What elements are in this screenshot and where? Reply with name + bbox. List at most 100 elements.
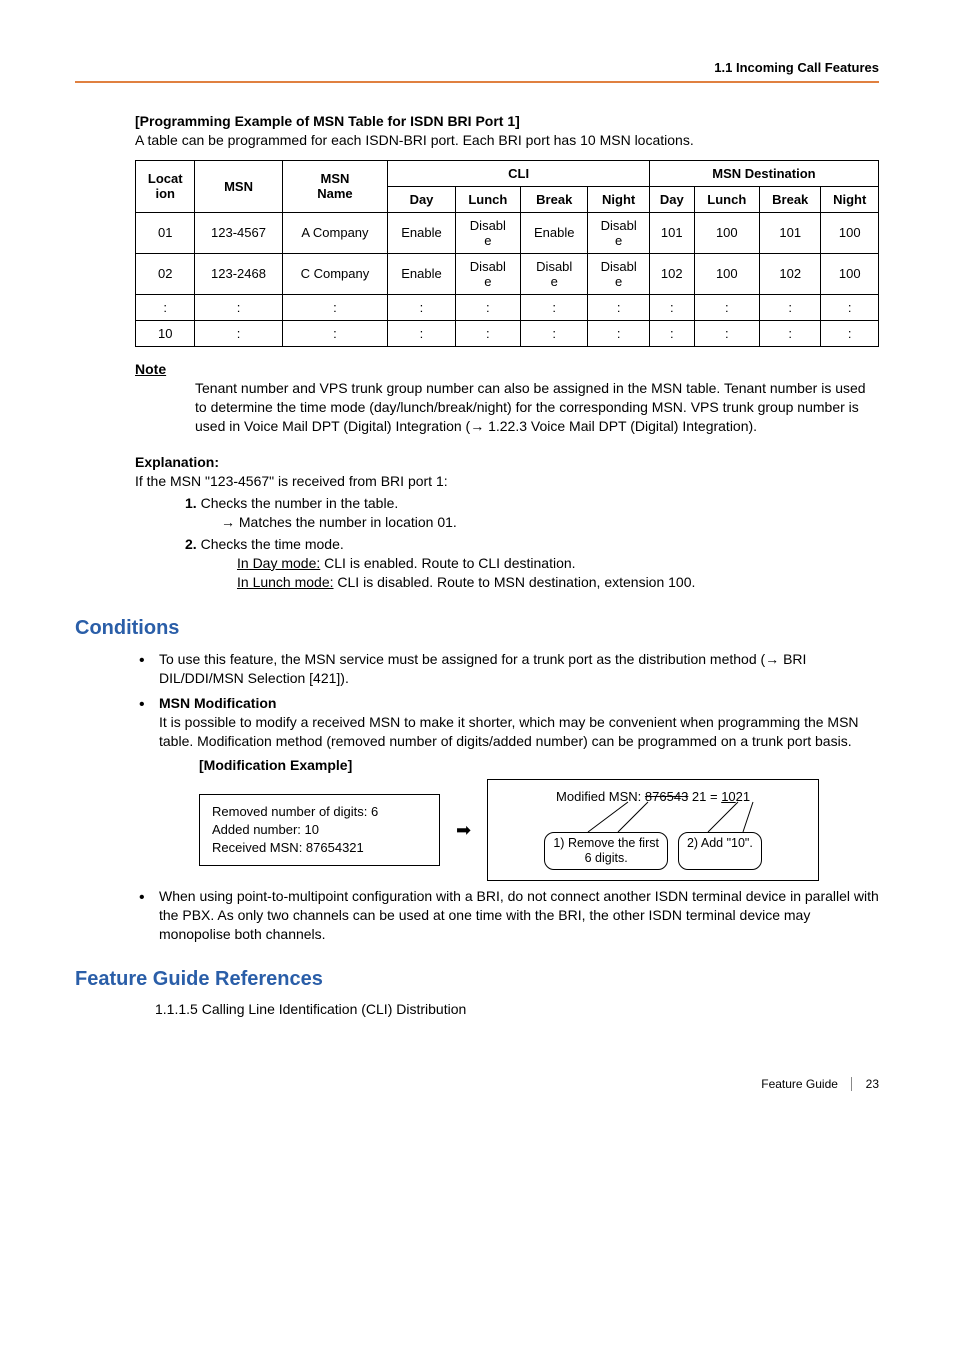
table-cell: A Company <box>282 212 388 253</box>
th-msn: MSN <box>195 160 282 212</box>
th-msn-dest: MSN Destination <box>649 160 878 186</box>
table-cell: : <box>195 294 282 320</box>
th-cli-day: Day <box>388 186 455 212</box>
table-cell: : <box>388 294 455 320</box>
table-cell: : <box>821 320 879 346</box>
modified-msn-line: Modified MSN: 876543 21 = 1021 <box>498 788 808 806</box>
table-cell: : <box>282 294 388 320</box>
step1-text: Checks the number in the table. <box>201 495 399 511</box>
conditions-heading: Conditions <box>75 617 879 640</box>
programming-example-intro: A table can be programmed for each ISDN-… <box>135 131 879 150</box>
running-header: 1.1 Incoming Call Features <box>75 60 879 75</box>
step2-lunch-label: In Lunch mode: <box>237 574 334 590</box>
table-cell: : <box>282 320 388 346</box>
th-location: Locat ion <box>136 160 195 212</box>
callouts: 1) Remove the first 6 digits. 2) Add "10… <box>498 832 808 870</box>
table-cell: : <box>455 320 520 346</box>
programming-example: [Programming Example of MSN Table for IS… <box>135 113 879 470</box>
modification-right-box: Modified MSN: 876543 21 = 1021 1) Remove… <box>487 779 819 881</box>
reference-item: 1.1.1.5 Calling Line Identification (CLI… <box>155 1001 879 1017</box>
explanation-steps: 1. Checks the number in the table. → Mat… <box>185 494 879 593</box>
mod-mid: 21 = <box>688 789 721 804</box>
mod-l2: Added number: 10 <box>212 821 427 839</box>
callout-2: 2) Add "10". <box>678 832 762 870</box>
conditions-list: To use this feature, the MSN service mus… <box>135 650 879 944</box>
footer-divider <box>851 1077 852 1091</box>
th-cli-night: Night <box>588 186 649 212</box>
explanation-intro: If the MSN "123-4567" is received from B… <box>135 472 879 491</box>
step2-text: Checks the time mode. <box>201 536 344 552</box>
table-cell: Disabl e <box>521 253 588 294</box>
table-cell: 01 <box>136 212 195 253</box>
callout-1: 1) Remove the first 6 digits. <box>544 832 668 870</box>
table-cell: 102 <box>649 253 694 294</box>
table-cell: : <box>521 320 588 346</box>
table-cell: 123-4567 <box>195 212 282 253</box>
table-cell: 100 <box>694 253 759 294</box>
table-cell: : <box>195 320 282 346</box>
page-footer: Feature Guide 23 <box>75 1077 879 1092</box>
mod-under: 10 <box>721 789 735 804</box>
modification-diagram: Removed number of digits: 6 Added number… <box>199 779 879 881</box>
programming-example-title: [Programming Example of MSN Table for IS… <box>135 113 879 129</box>
th-dest-break: Break <box>759 186 820 212</box>
table-cell: 100 <box>694 212 759 253</box>
condition-3-text: When using point-to-multipoint configura… <box>159 888 879 942</box>
table-cell: 101 <box>649 212 694 253</box>
table-cell: : <box>521 294 588 320</box>
table-cell: 102 <box>759 253 820 294</box>
table-cell: 02 <box>136 253 195 294</box>
condition-1-text: To use this feature, the MSN service mus… <box>159 651 806 686</box>
mod-tail: 21 <box>736 789 750 804</box>
table-cell: : <box>821 294 879 320</box>
modification-title: [Modification Example] <box>199 756 879 775</box>
mod-prefix: Modified MSN: <box>556 789 645 804</box>
step2-day: In Day mode: CLI is enabled. Route to CL… <box>237 554 879 574</box>
step2-lunch: In Lunch mode: CLI is disabled. Route to… <box>237 573 879 593</box>
table-row: 02123-2468C CompanyEnableDisabl eDisabl … <box>136 253 879 294</box>
th-cli-lunch: Lunch <box>455 186 520 212</box>
th-dest-night: Night <box>821 186 879 212</box>
table-cell: 10 <box>136 320 195 346</box>
table-cell: : <box>588 320 649 346</box>
table-cell: Enable <box>388 212 455 253</box>
references-heading: Feature Guide References <box>75 968 879 991</box>
table-cell: Enable <box>521 212 588 253</box>
condition-item-3: When using point-to-multipoint configura… <box>135 887 879 944</box>
condition-2-text: It is possible to modify a received MSN … <box>159 714 859 749</box>
table-cell: : <box>759 320 820 346</box>
table-cell: 100 <box>821 212 879 253</box>
th-cli-break: Break <box>521 186 588 212</box>
th-cli: CLI <box>388 160 650 186</box>
th-dest-day: Day <box>649 186 694 212</box>
step2-day-text: CLI is enabled. Route to CLI destination… <box>320 555 575 571</box>
msn-table: Locat ion MSN MSN Name CLI MSN Destinati… <box>135 160 879 347</box>
header-rule <box>75 81 879 83</box>
modification-left-box: Removed number of digits: 6 Added number… <box>199 794 440 867</box>
table-cell: : <box>136 294 195 320</box>
explanation-step-1: 1. Checks the number in the table. → Mat… <box>185 494 879 532</box>
table-row: 10:::::::::: <box>136 320 879 346</box>
table-cell: : <box>649 320 694 346</box>
table-cell: : <box>649 294 694 320</box>
table-cell: 101 <box>759 212 820 253</box>
note-label: Note <box>135 361 879 377</box>
explanation-label: Explanation: <box>135 454 879 470</box>
step1-sub: → Matches the number in location 01. <box>221 513 879 533</box>
note-body: Tenant number and VPS trunk group number… <box>195 379 879 436</box>
table-cell: Disabl e <box>588 212 649 253</box>
table-cell: : <box>388 320 455 346</box>
table-cell: Enable <box>388 253 455 294</box>
footer-label: Feature Guide <box>761 1077 838 1091</box>
table-cell: : <box>455 294 520 320</box>
step2-day-label: In Day mode: <box>237 555 320 571</box>
table-cell: Disabl e <box>455 253 520 294</box>
page-content: 1.1 Incoming Call Features [Programming … <box>0 0 954 1131</box>
table-cell: : <box>694 294 759 320</box>
step2-lunch-text: CLI is disabled. Route to MSN destinatio… <box>334 574 696 590</box>
table-cell: : <box>588 294 649 320</box>
table-cell: : <box>759 294 820 320</box>
table-cell: C Company <box>282 253 388 294</box>
msn-table-body: 01123-4567A CompanyEnableDisabl eEnableD… <box>136 212 879 346</box>
table-cell: Disabl e <box>455 212 520 253</box>
